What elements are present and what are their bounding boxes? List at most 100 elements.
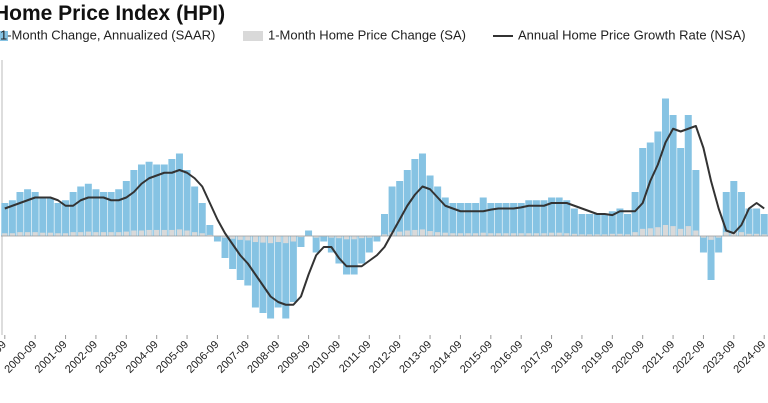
bar — [213, 236, 221, 242]
legend: 1-Month Change, Annualized (SAAR) 1-Month… — [0, 27, 746, 42]
bar — [123, 231, 129, 236]
bar — [693, 230, 699, 236]
bar — [753, 208, 761, 236]
bar — [532, 200, 540, 236]
bar — [78, 232, 84, 236]
bar — [548, 197, 556, 236]
bar — [570, 208, 578, 236]
bar — [274, 236, 282, 308]
x-tick-label: 2014-09 — [428, 339, 465, 376]
bar — [746, 233, 752, 236]
bar — [32, 232, 38, 236]
bar — [40, 232, 46, 236]
bar — [207, 234, 213, 236]
bar — [738, 232, 745, 236]
bar — [191, 186, 199, 236]
bar — [526, 233, 532, 236]
bar — [62, 200, 70, 236]
bar — [541, 233, 547, 236]
bar — [24, 232, 31, 236]
bar — [670, 226, 676, 236]
bar — [525, 200, 533, 236]
x-tick-label: 2009-09 — [276, 339, 313, 376]
bar — [175, 153, 183, 236]
bar — [426, 175, 434, 236]
bar — [290, 236, 297, 242]
x-tick-label: 2004-09 — [124, 339, 161, 376]
bar — [351, 236, 357, 240]
x-tick-label: 2015-09 — [458, 339, 495, 376]
bar — [518, 233, 524, 236]
bar — [252, 236, 259, 243]
bar — [434, 186, 442, 236]
bar — [388, 186, 396, 236]
bar — [578, 214, 586, 236]
bar — [336, 236, 342, 239]
bar — [222, 236, 228, 238]
bar — [494, 203, 502, 236]
bar — [684, 115, 692, 236]
bar — [350, 236, 358, 275]
bar — [168, 159, 176, 236]
bar — [419, 229, 426, 236]
bar — [298, 236, 304, 238]
bar — [260, 236, 266, 243]
bar — [17, 232, 23, 236]
bar — [54, 203, 62, 236]
bar — [365, 236, 373, 253]
bar — [450, 233, 456, 236]
bar — [24, 189, 32, 236]
x-axis: 1999-092000-092001-092002-092003-092004-… — [0, 335, 768, 376]
bar — [601, 214, 609, 236]
bar — [442, 232, 448, 236]
bar — [116, 232, 122, 236]
line — [4, 125, 765, 306]
bar — [282, 236, 290, 319]
bar — [479, 197, 487, 236]
bar — [715, 236, 722, 238]
bar — [206, 225, 214, 236]
bar — [617, 233, 623, 236]
bar — [632, 232, 638, 236]
bar — [267, 236, 275, 319]
bar — [646, 142, 654, 236]
bar — [631, 192, 639, 236]
bar — [229, 236, 237, 269]
x-tick-label: 2021-09 — [640, 339, 677, 376]
x-tick-label: 2003-09 — [93, 339, 130, 376]
bar — [472, 203, 480, 236]
bar — [259, 236, 267, 313]
x-tick-label: 2016-09 — [488, 339, 525, 376]
x-tick-label: 2010-09 — [306, 339, 343, 376]
bar — [685, 226, 691, 236]
bar — [358, 236, 366, 264]
bar — [564, 233, 570, 236]
bar — [556, 232, 562, 236]
bar — [39, 197, 47, 236]
bar — [55, 233, 61, 236]
bar — [427, 231, 433, 236]
bar — [555, 197, 563, 236]
bar — [221, 236, 229, 258]
bar — [624, 234, 631, 236]
bar — [176, 229, 183, 236]
bar — [31, 192, 39, 236]
bar — [93, 232, 99, 236]
bar — [184, 230, 190, 236]
bar — [730, 181, 738, 236]
bar — [700, 236, 707, 238]
bar — [236, 236, 244, 280]
bar — [586, 214, 594, 236]
legend-label: Annual Home Price Growth Rate (NSA) — [518, 27, 746, 42]
bar — [381, 234, 388, 236]
chart-title: Home Price Index (HPI) — [0, 2, 225, 25]
bar — [677, 148, 685, 236]
bar — [760, 214, 768, 236]
bar — [138, 230, 145, 236]
x-tick-label: 2005-09 — [154, 339, 191, 376]
bar — [404, 230, 410, 236]
bar — [456, 203, 464, 236]
x-tick-label: 2013-09 — [397, 339, 434, 376]
bar — [46, 197, 54, 236]
bar — [715, 236, 723, 253]
